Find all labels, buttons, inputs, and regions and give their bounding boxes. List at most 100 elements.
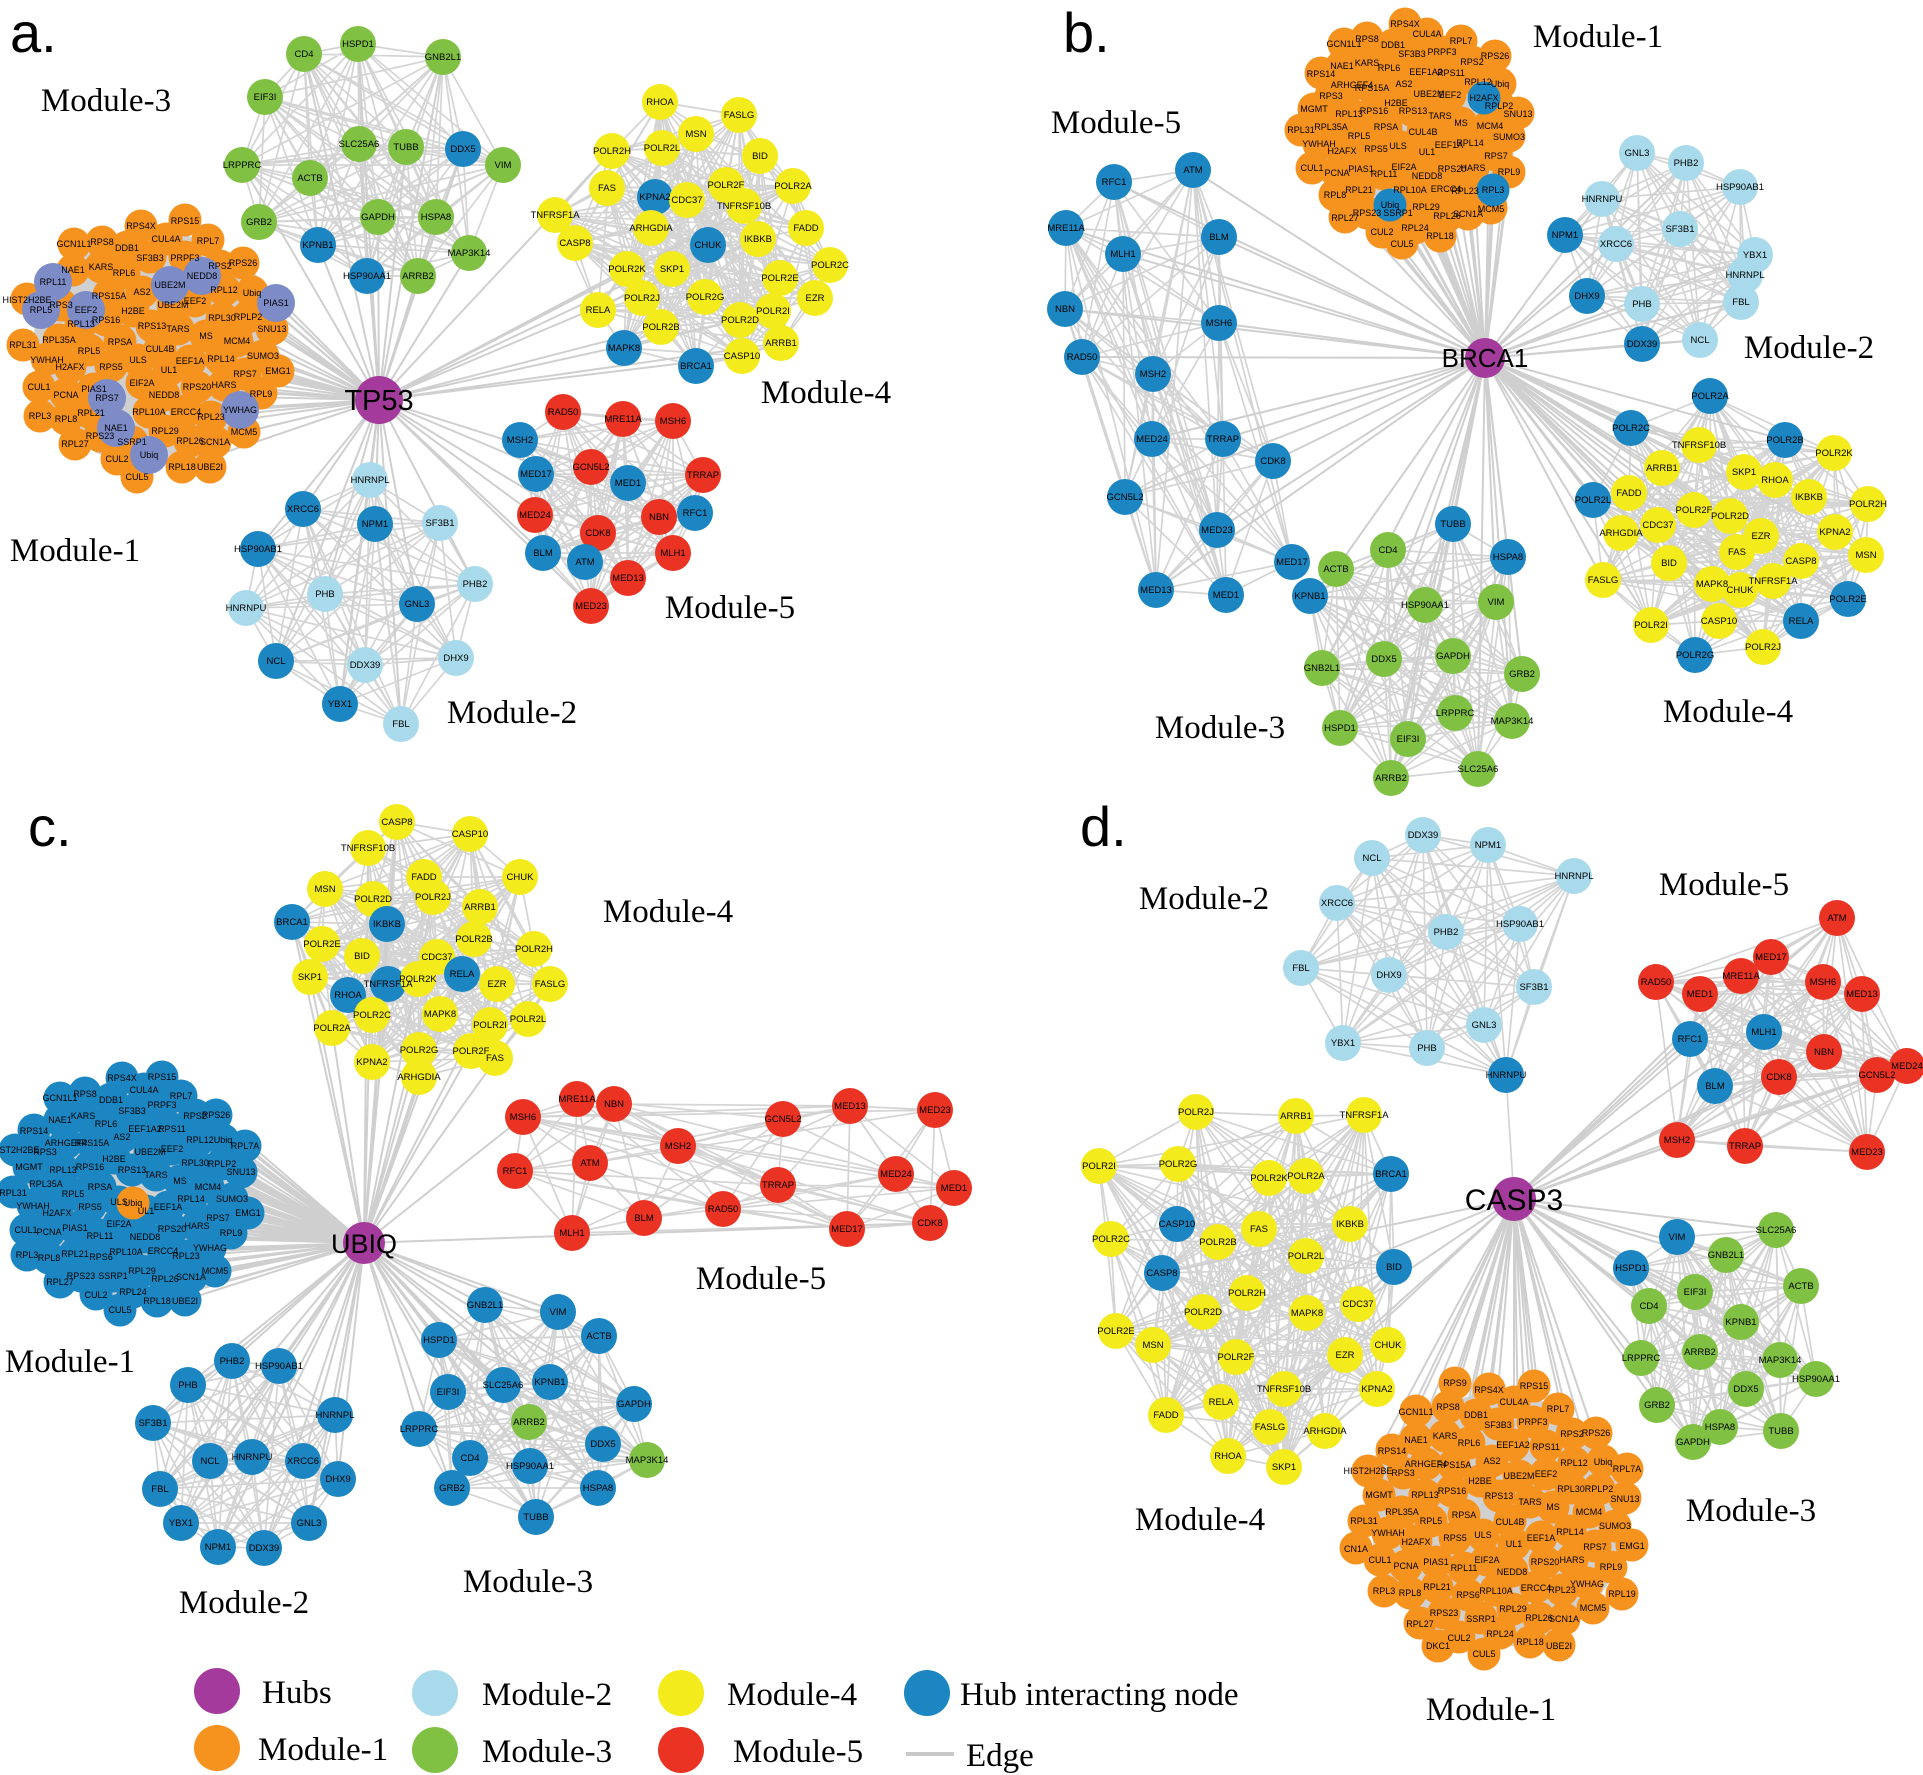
svg-text:RHOA: RHOA [1761, 475, 1789, 486]
svg-text:HSP90AB1: HSP90AB1 [1716, 182, 1764, 193]
svg-text:RPL14: RPL14 [207, 354, 235, 364]
svg-text:MED23: MED23 [919, 1105, 951, 1116]
svg-text:MS: MS [173, 1176, 187, 1186]
svg-text:SLC25A6: SLC25A6 [1756, 1225, 1797, 1236]
svg-text:MCM5: MCM5 [231, 427, 258, 437]
svg-text:FAS: FAS [598, 183, 616, 194]
svg-text:FBL: FBL [392, 719, 409, 730]
svg-text:KARS: KARS [1433, 1431, 1458, 1441]
svg-text:CHUK: CHUK [507, 872, 535, 883]
svg-text:RPL6: RPL6 [113, 268, 136, 278]
svg-text:TNFRSF10B: TNFRSF10B [1672, 440, 1726, 451]
svg-text:RPS20: RPS20 [1438, 164, 1467, 174]
svg-text:DDX5: DDX5 [590, 1439, 615, 1450]
svg-text:EEF1A2: EEF1A2 [128, 1124, 162, 1134]
svg-text:RPL21: RPL21 [1345, 185, 1373, 195]
svg-text:POLR2D: POLR2D [1184, 1307, 1222, 1318]
svg-text:CASP8: CASP8 [381, 817, 412, 828]
svg-text:HSP90AB1: HSP90AB1 [234, 544, 282, 555]
svg-text:RPL10A: RPL10A [132, 407, 166, 417]
svg-text:POLR2G: POLR2G [1159, 1159, 1198, 1170]
svg-text:RPS5: RPS5 [1364, 144, 1388, 154]
svg-text:MGMT: MGMT [15, 1162, 43, 1172]
svg-text:RPL35A: RPL35A [42, 335, 76, 345]
svg-text:ARHGEF4: ARHGEF4 [1331, 80, 1374, 90]
svg-text:YBX1: YBX1 [1331, 1038, 1355, 1049]
svg-text:PHB: PHB [1632, 299, 1652, 310]
svg-text:RPS7: RPS7 [1583, 1542, 1607, 1552]
svg-text:TNFRSF1A: TNFRSF1A [1748, 576, 1798, 587]
svg-text:RPL7A: RPL7A [1613, 1464, 1642, 1474]
svg-text:RPL11: RPL11 [40, 277, 67, 287]
svg-text:POLR2D: POLR2D [354, 894, 392, 905]
svg-text:MLH1: MLH1 [1110, 249, 1135, 260]
svg-text:HNRNPL: HNRNPL [1554, 871, 1593, 882]
svg-text:RPLP2: RPLP2 [234, 312, 263, 322]
svg-text:RPL23: RPL23 [172, 1251, 200, 1261]
svg-text:RPL5: RPL5 [30, 305, 53, 315]
svg-text:ACTB: ACTB [297, 173, 322, 184]
svg-text:YBX1: YBX1 [328, 699, 352, 710]
svg-text:POLR2K: POLR2K [399, 974, 437, 985]
svg-text:MCM4: MCM4 [195, 1182, 222, 1192]
svg-text:RPL26: RPL26 [176, 436, 204, 446]
svg-text:ARRB1: ARRB1 [1646, 463, 1678, 474]
svg-text:ARRB2: ARRB2 [402, 271, 434, 282]
svg-text:CUL4B: CUL4B [1408, 127, 1437, 137]
svg-text:KARS: KARS [71, 1111, 96, 1121]
svg-text:RPLP2: RPLP2 [208, 1159, 237, 1169]
svg-text:RPSA: RPSA [1452, 1510, 1477, 1520]
svg-text:EZR: EZR [488, 979, 507, 990]
svg-text:MED23: MED23 [1201, 525, 1233, 536]
svg-text:GNB2L1: GNB2L1 [467, 1300, 503, 1311]
svg-text:MSH2: MSH2 [1664, 1135, 1690, 1146]
svg-text:HIST2H2BE: HIST2H2BE [0, 1145, 40, 1155]
svg-text:EZR: EZR [1752, 531, 1771, 542]
svg-text:EEF1A2: EEF1A2 [1409, 67, 1443, 77]
svg-text:RPS5: RPS5 [1443, 1533, 1467, 1543]
svg-text:FADD: FADD [411, 872, 436, 883]
svg-text:POLR2H: POLR2H [515, 944, 553, 955]
svg-text:DDB1: DDB1 [115, 243, 139, 253]
svg-text:KPNB1: KPNB1 [302, 240, 333, 251]
svg-text:MSH6: MSH6 [1810, 977, 1836, 988]
svg-text:POLR2F: POLR2F [453, 1046, 490, 1057]
svg-text:CUL1: CUL1 [27, 382, 50, 392]
svg-text:TNFRSF1A: TNFRSF1A [363, 979, 413, 990]
svg-text:CASP3: CASP3 [1465, 1184, 1563, 1217]
svg-text:GAPDH: GAPDH [361, 212, 395, 223]
svg-text:ARHGEF4: ARHGEF4 [1405, 1459, 1448, 1469]
svg-text:RPS2: RPS2 [208, 261, 232, 271]
svg-text:RPS14: RPS14 [20, 1126, 49, 1136]
svg-text:RPS15A: RPS15A [92, 291, 127, 301]
svg-text:RPL3: RPL3 [16, 1250, 39, 1260]
svg-text:POLR2L: POLR2L [1575, 495, 1611, 506]
svg-text:RPS6: RPS6 [1456, 1590, 1480, 1600]
svg-text:SKP1: SKP1 [298, 972, 322, 983]
svg-text:HNRNPU: HNRNPU [1486, 1070, 1527, 1081]
svg-text:RPL7: RPL7 [197, 236, 220, 246]
svg-text:BID: BID [752, 151, 768, 162]
svg-text:VIM: VIM [550, 1307, 567, 1318]
svg-text:RPL12: RPL12 [1464, 77, 1492, 87]
svg-text:EIF2A: EIF2A [1391, 162, 1416, 172]
svg-text:PHB: PHB [178, 1380, 198, 1391]
svg-text:RPL18: RPL18 [143, 1296, 171, 1306]
svg-text:GAPDH: GAPDH [1436, 651, 1470, 662]
svg-text:POLR2B: POLR2B [455, 934, 493, 945]
svg-text:RPS16: RPS16 [1438, 1486, 1467, 1496]
svg-text:DDB1: DDB1 [99, 1095, 123, 1105]
svg-text:POLR2D: POLR2D [721, 315, 759, 326]
svg-text:CDC37: CDC37 [1342, 1299, 1373, 1310]
svg-text:HIST2H2BE: HIST2H2BE [1343, 1466, 1392, 1476]
svg-text:RPL18: RPL18 [1516, 1637, 1544, 1647]
svg-text:MED13: MED13 [1140, 585, 1172, 596]
svg-text:CDK8: CDK8 [917, 1218, 942, 1229]
svg-text:FAS: FAS [1728, 547, 1746, 558]
svg-text:RPS2: RPS2 [183, 1111, 207, 1121]
svg-text:EEF2: EEF2 [161, 1144, 184, 1154]
svg-text:AS2: AS2 [1395, 79, 1412, 89]
svg-text:RFC1: RFC1 [1678, 1034, 1703, 1045]
svg-text:RAD50: RAD50 [1641, 977, 1672, 988]
svg-text:GNB2L1: GNB2L1 [1708, 1250, 1744, 1261]
